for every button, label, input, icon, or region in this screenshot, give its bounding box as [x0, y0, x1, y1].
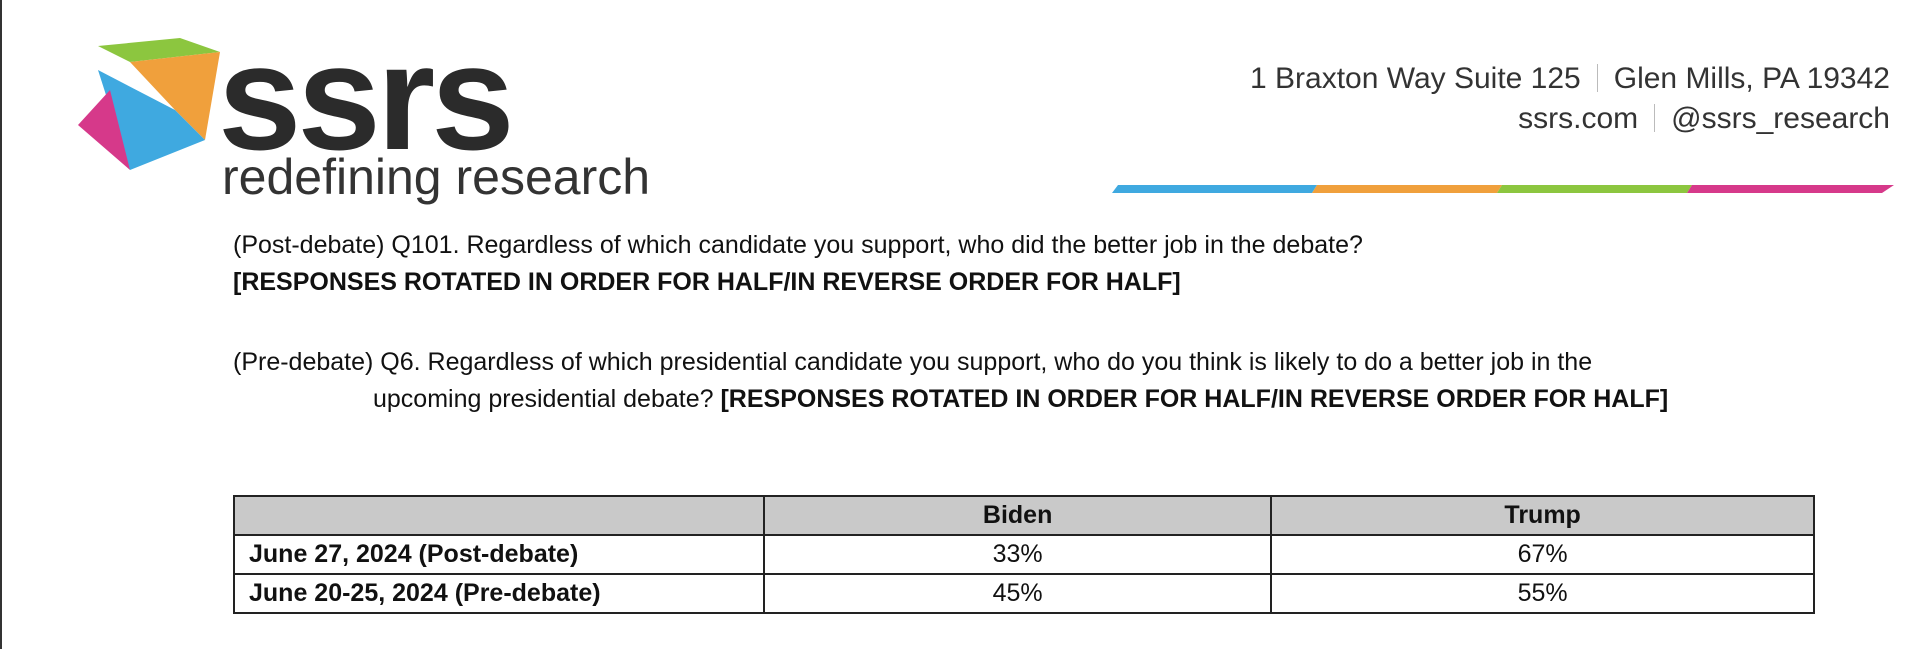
instruction: [RESPONSES ROTATED IN ORDER FOR HALF/IN … [233, 268, 1181, 296]
cell: 45% [762, 573, 1273, 614]
question-text: (Post-debate) Q101. Regardless of which … [233, 231, 1363, 259]
cell: 67% [1270, 534, 1815, 575]
edge [0, 0, 2, 649]
corner [233, 495, 765, 536]
address: 1 Braxton Way Suite 125 Glen Mills, PA 19… [1250, 64, 1890, 94]
logo-icon [78, 38, 220, 170]
website: ssrs.com [1518, 102, 1639, 135]
question: (Post-debate) Q101. Regardless of which … [233, 227, 1693, 301]
column-header: Trump [1270, 495, 1815, 536]
instruction: [RESPONSES ROTATED IN ORDER FOR HALF/IN … [720, 385, 1669, 413]
cell: 55% [1270, 573, 1815, 614]
address-line: 1 Braxton Way Suite 125 [1250, 62, 1581, 95]
address-line: Glen Mills, PA 19342 [1613, 62, 1890, 95]
row-label: June 27, 2024 (Post-debate) [233, 534, 765, 575]
logo-text: ssrs [218, 13, 515, 181]
cell: 33% [762, 534, 1273, 575]
row-label: June 20-25, 2024 (Pre-debate) [233, 573, 765, 614]
question-text: (Pre-debate) Q6. Regardless of which pre… [233, 348, 1593, 413]
column-header: Biden [762, 495, 1273, 536]
handle: @ssrs_research [1671, 102, 1890, 135]
header-row: Biden Trump [233, 495, 1815, 536]
row: June 20-25, 2024 (Pre-debate) 45% 55% [233, 573, 1815, 614]
tagline: redefining research [222, 149, 651, 205]
row: June 27, 2024 (Post-debate) 33% 67% [233, 534, 1815, 575]
question: (Pre-debate) Q6. Regardless of which pre… [233, 344, 1693, 418]
contact: ssrs.com @ssrs_research [1518, 104, 1890, 134]
color-bar [1112, 185, 1894, 193]
results-table: Biden Trump June 27, 2024 (Post-debate) 33… [233, 495, 1815, 614]
